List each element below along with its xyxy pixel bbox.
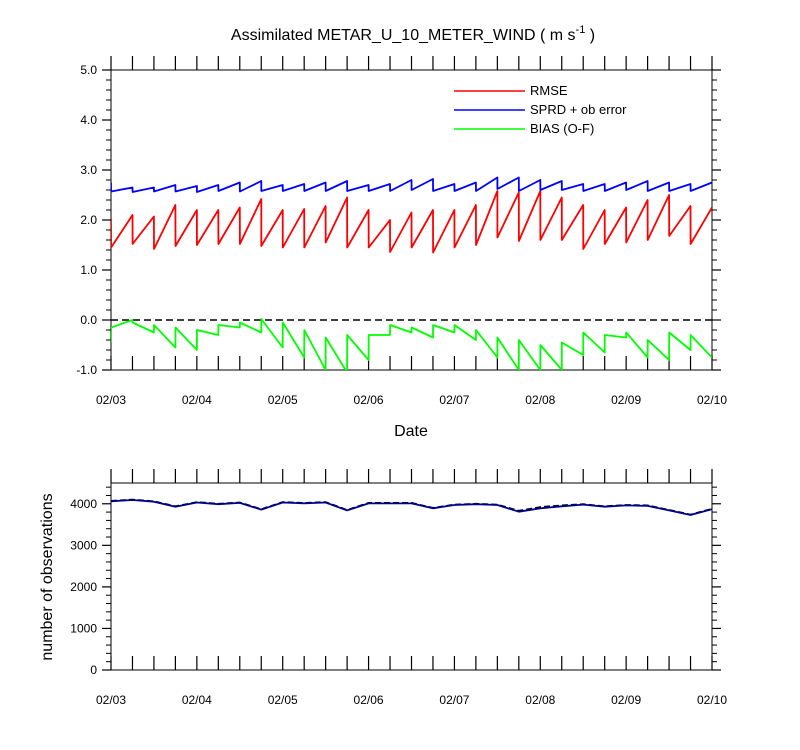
chart-title: Assimilated METAR_U_10_METER_WIND ( m s-… xyxy=(231,24,595,44)
top-x-tick-label: 02/08 xyxy=(525,393,555,407)
legend-rmse-label: RMSE xyxy=(530,83,568,98)
legend-bias-label: BIAS (O-F) xyxy=(530,121,594,136)
top-y-tick-label: 5.0 xyxy=(80,63,97,77)
bottom-x-tick-label: 02/04 xyxy=(182,693,212,707)
bottom-x-tick-label: 02/10 xyxy=(697,693,727,707)
top-x-tick-label: 02/05 xyxy=(268,393,298,407)
top-series-group xyxy=(111,176,712,370)
top-plot: -1.00.01.02.03.04.05.0 02/03 02/04 02/05 02… xyxy=(76,56,727,407)
bottom-x-tick-labels: 02/03 02/04 02/05 02/06 02/07 02/08 02/09 02/10 xyxy=(96,693,727,707)
bottom-plot-frame xyxy=(110,482,713,671)
bottom-axis-ticks xyxy=(102,469,721,671)
top-y-tick-label: 4.0 xyxy=(80,113,97,127)
top-series-0-line xyxy=(111,190,712,254)
top-series-1-line xyxy=(111,176,712,193)
top-x-tick-label: 02/07 xyxy=(439,393,469,407)
top-axis-ticks xyxy=(102,56,721,371)
bottom-y-tick-labels: 0 1000 2000 3000 4000 xyxy=(70,497,97,677)
top-x-tick-label: 02/10 xyxy=(697,393,727,407)
bottom-y-tick-label: 1000 xyxy=(70,621,97,635)
top-y-tick-label: -1.0 xyxy=(76,363,97,377)
top-y-tick-labels: -1.0 0.0 1.0 2.0 3.0 4.0 5.0 xyxy=(76,63,97,377)
top-x-tick-label: 02/03 xyxy=(96,393,126,407)
top-x-tick-label: 02/09 xyxy=(611,393,641,407)
top-y-tick-label: 1.0 xyxy=(80,263,97,277)
x-axis-label: Date xyxy=(394,423,428,440)
bottom-y-tick-label: 0 xyxy=(90,663,97,677)
bottom-series-group xyxy=(111,498,712,516)
top-x-tick-label: 02/06 xyxy=(354,393,384,407)
bottom-series-0-line xyxy=(111,498,712,516)
top-y-tick-label: 3.0 xyxy=(80,163,97,177)
legend: RMSE SPRD + ob error BIAS (O-F) xyxy=(454,83,627,136)
bottom-x-tick-label: 02/08 xyxy=(525,693,555,707)
bottom-y-tick-label: 4000 xyxy=(70,497,97,511)
bottom-y-tick-label: 3000 xyxy=(70,538,97,552)
top-x-tick-label: 02/04 xyxy=(182,393,212,407)
bottom-x-tick-label: 02/07 xyxy=(439,693,469,707)
top-y-tick-label: 0.0 xyxy=(80,313,97,327)
top-x-tick-labels: 02/03 02/04 02/05 02/06 02/07 02/08 02/09 02/10 xyxy=(96,393,727,407)
bottom-x-tick-label: 02/06 xyxy=(354,693,384,707)
bottom-y-tick-label: 2000 xyxy=(70,580,97,594)
y-axis-label-observations: number of observations xyxy=(39,493,56,660)
bottom-series-1-line xyxy=(111,499,712,516)
bottom-x-tick-label: 02/03 xyxy=(96,693,126,707)
bottom-x-tick-label: 02/05 xyxy=(268,693,298,707)
top-y-tick-label: 2.0 xyxy=(80,213,97,227)
legend-sprd-label: SPRD + ob error xyxy=(530,102,627,117)
top-series-2-line xyxy=(111,318,712,370)
bottom-x-tick-label: 02/09 xyxy=(611,693,641,707)
